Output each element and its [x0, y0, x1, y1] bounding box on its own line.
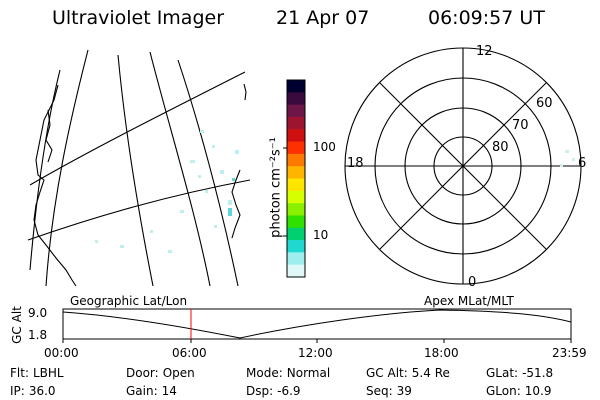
info-gain: Gain: 14	[126, 384, 177, 398]
info-seq: Seq: 39	[366, 384, 412, 398]
info-ip: IP: 36.0	[10, 384, 56, 398]
polar-label-70: 70	[512, 118, 529, 133]
info-dsp: Dsp: -6.9	[246, 384, 301, 398]
image-date: 21 Apr 07	[276, 7, 370, 29]
colorbar-segment	[287, 129, 305, 143]
colorbar-segment	[287, 203, 305, 217]
emission-speckles	[95, 130, 239, 253]
timeline-ytick-bottom: 1.8	[28, 328, 48, 342]
map-longitude-line	[29, 69, 61, 271]
colorbar-segment	[287, 227, 305, 241]
polar-label-18: 18	[347, 156, 364, 171]
polar-plot	[344, 47, 582, 285]
colorbar-unit-label: photon cm⁻²s⁻¹	[268, 137, 284, 238]
map-coastline	[45, 109, 53, 163]
timeline-ytick-top: 9.0	[28, 306, 48, 320]
image-time: 06:09:57 UT	[428, 7, 545, 29]
colorbar-segment	[287, 116, 305, 130]
polar-label-12: 12	[476, 44, 493, 59]
colorbar-segment	[287, 92, 305, 106]
map-latitude-line	[29, 71, 246, 186]
map-longitude-line	[117, 54, 154, 286]
colorbar-segment	[287, 141, 305, 155]
colorbar-segment	[287, 178, 305, 192]
colorbar-segment	[287, 153, 305, 167]
map-longitude-line	[177, 59, 239, 286]
map-latitude-line	[27, 179, 251, 241]
colorbar-segment	[287, 166, 305, 180]
colorbar-segment	[287, 104, 305, 118]
info-door: Door: Open	[126, 366, 195, 380]
timeline-xtick: 18:00	[424, 346, 459, 360]
map-coastline	[231, 169, 241, 239]
polar-label-6: 6	[578, 156, 587, 171]
polar-label-0: 0	[468, 275, 477, 290]
polar-label-80: 80	[492, 140, 509, 155]
altitude-timeline	[62, 308, 572, 343]
info-glat: GLat: -51.8	[486, 366, 554, 380]
timeline-right-label: Apex MLat/MLT	[424, 294, 514, 308]
colorbar-segment	[287, 215, 305, 229]
colorbar-segment	[287, 190, 305, 204]
timeline-xtick: 00:00	[44, 346, 79, 360]
map-longitude-line	[45, 49, 89, 286]
polar-label-60: 60	[536, 96, 553, 111]
timeline-xtick: 23:59	[552, 346, 587, 360]
info-mode: Mode: Normal	[246, 366, 331, 380]
info-flt: Flt: LBHL	[10, 366, 64, 380]
timeline-left-label: Geographic Lat/Lon	[70, 294, 188, 308]
colorbar-segment	[287, 252, 305, 266]
info-gc-alt: GC Alt: 5.4 Re	[366, 366, 450, 380]
geographic-map	[27, 49, 251, 286]
colorbar-segment	[287, 240, 305, 253]
timeline-xtick: 06:00	[172, 346, 207, 360]
map-coastline	[33, 84, 77, 286]
timeline-xtick: 12:00	[298, 346, 333, 360]
colorbar	[287, 80, 305, 278]
colorbar-tick-100: 100	[313, 140, 336, 154]
colorbar-segment	[287, 80, 305, 93]
altitude-curve	[62, 309, 572, 339]
info-glon: GLon: 10.9	[486, 384, 552, 398]
map-coastline	[243, 83, 247, 101]
instrument-title: Ultraviolet Imager	[52, 7, 225, 29]
colorbar-tick-10: 10	[313, 228, 329, 242]
timeline-axis-title: GC Alt	[9, 306, 24, 344]
colorbar-segment	[287, 264, 305, 278]
map-longitude-line	[149, 51, 211, 286]
